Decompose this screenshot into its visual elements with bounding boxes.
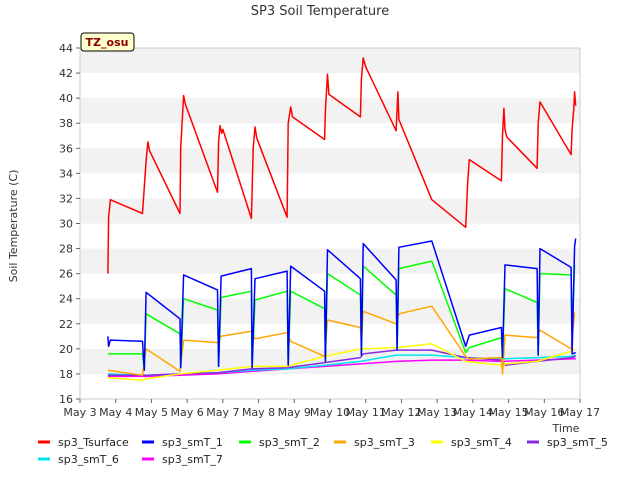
- series-line-sp3-smt-4: [107, 343, 576, 381]
- y-tick-label: 32: [59, 192, 73, 205]
- y-tick-label: 28: [59, 243, 73, 256]
- x-tick-label: May 12: [381, 406, 421, 419]
- legend-label: sp3_smT_1: [162, 436, 223, 449]
- x-tick-label: May 7: [206, 406, 239, 419]
- legend: sp3_Tsurface sp3_smT_1 sp3_smT_2 sp3_smT_3 s…: [38, 436, 608, 466]
- legend-label: sp3_smT_7: [162, 453, 223, 466]
- y-axis-ticks: 16 18 20 22 24 26 28 30 32 34 36 38 40 42 44: [59, 42, 80, 406]
- legend-label: sp3_smT_4: [451, 436, 512, 449]
- y-tick-label: 34: [59, 167, 73, 180]
- y-tick-label: 40: [59, 92, 73, 105]
- chart-title: SP3 Soil Temperature: [251, 4, 389, 19]
- legend-label: sp3_smT_2: [259, 436, 320, 449]
- series-line-sp3-smt-7: [107, 358, 576, 378]
- series-line-sp3-smt-1: [107, 238, 577, 371]
- y-tick-label: 20: [59, 343, 73, 356]
- y-tick-label: 18: [59, 368, 73, 381]
- x-tick-label: May 8: [242, 406, 275, 419]
- x-tick-label: May 4: [99, 406, 132, 419]
- y-tick-label: 26: [59, 268, 73, 281]
- legend-label: sp3_smT_6: [58, 453, 119, 466]
- grid-band: [80, 98, 580, 124]
- legend-label: sp3_smT_3: [354, 436, 415, 449]
- y-tick-label: 42: [59, 67, 73, 80]
- grid-band: [80, 148, 580, 174]
- x-tick-label: May 5: [135, 406, 168, 419]
- y-tick-label: 36: [59, 142, 73, 155]
- grid-band: [80, 48, 580, 74]
- y-tick-label: 24: [59, 293, 73, 306]
- series-line-sp3-smt-5: [107, 349, 576, 376]
- x-tick-label: May 9: [278, 406, 311, 419]
- series-line-sp3-tsurface: [107, 57, 577, 274]
- legend-label: sp3_smT_5: [547, 436, 608, 449]
- y-tick-label: 30: [59, 218, 73, 231]
- y-axis-label: Soil Temperature (C): [7, 170, 20, 283]
- x-tick-label: May 16: [524, 406, 564, 419]
- x-tick-label: May 15: [488, 406, 528, 419]
- y-tick-label: 16: [59, 393, 73, 406]
- tz-badge: TZ_osu: [80, 32, 135, 52]
- y-tick-label: 22: [59, 318, 73, 331]
- x-tick-label: May 17: [560, 406, 600, 419]
- series-lines: [107, 57, 577, 381]
- x-axis-label: Time: [552, 422, 580, 435]
- tz-badge-label: TZ_osu: [86, 36, 129, 49]
- grid-band: [80, 298, 580, 324]
- grid-band: [80, 198, 580, 224]
- x-tick-label: May 6: [171, 406, 204, 419]
- x-tick-label: May 3: [63, 406, 96, 419]
- x-tick-label: May 14: [453, 406, 493, 419]
- y-tick-label: 44: [59, 42, 73, 55]
- legend-label: sp3_Tsurface: [58, 436, 129, 449]
- y-tick-label: 38: [59, 117, 73, 130]
- x-tick-label: May 13: [417, 406, 457, 419]
- x-tick-label: May 11: [346, 406, 386, 419]
- x-tick-label: May 10: [310, 406, 350, 419]
